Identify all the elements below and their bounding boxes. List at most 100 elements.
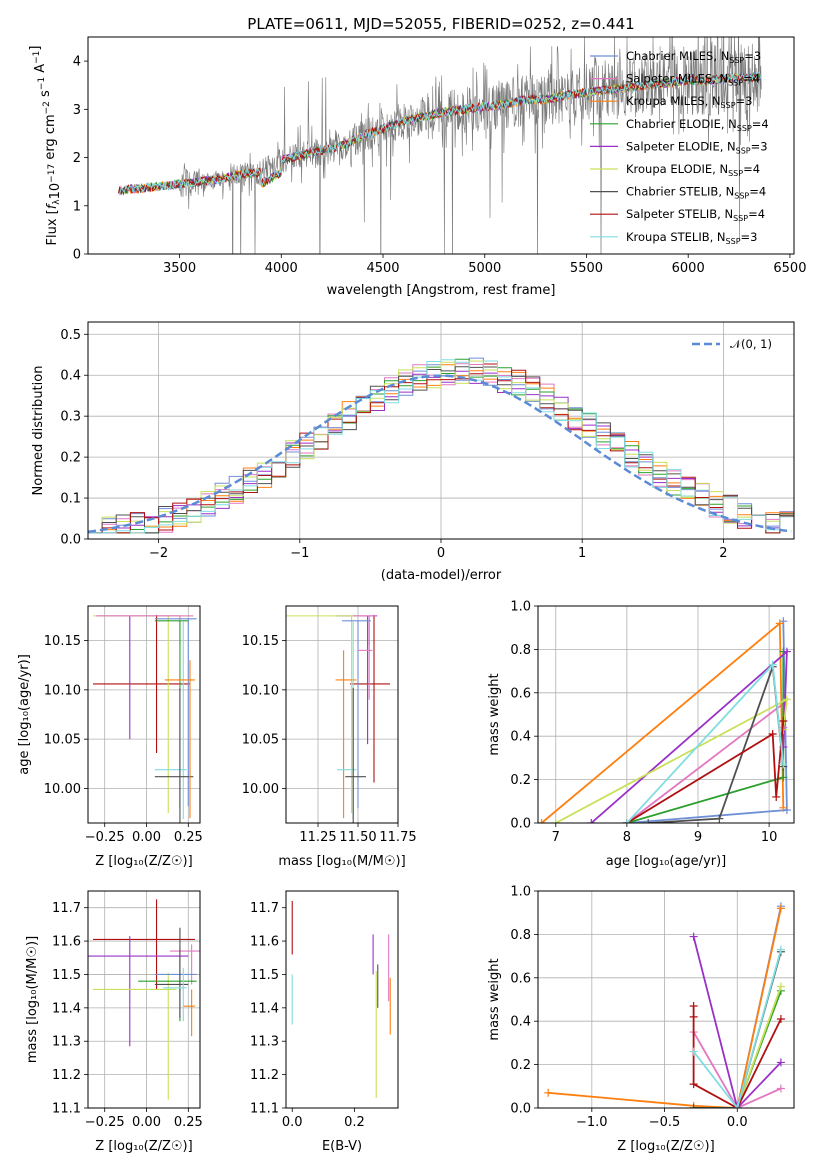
weight-vs-age-xtick-label: 8: [623, 830, 631, 845]
weight-marker: [644, 819, 653, 823]
errorbar-point: [286, 615, 360, 814]
residuals-xtick-label: 1: [578, 546, 586, 561]
weight-vs-Z-xtick-label: 0.0: [727, 1115, 748, 1130]
mass-vs-Z-axes: −0.25 0.00 0.25 11.1 11.2 11.3 11.4 11.5 11.6 11.…: [25, 890, 203, 1154]
mass-vs-EBV-ytick-label: 11.1: [250, 1102, 279, 1117]
weight-marker: [689, 1002, 698, 1011]
weight-vs-age-xtick-label: 9: [694, 830, 702, 845]
age-vs-Z-ytick-label: 10.10: [44, 683, 81, 698]
legend-entry-label: Kroupa ELODIE, NSSP=4: [626, 162, 760, 178]
mass-vs-EBV-ytick-label: 11.7: [250, 901, 279, 916]
age-vs-mass-xtick-label: 11.75: [379, 830, 416, 845]
mass-vs-EBV-xtick-label: 0.0: [282, 1115, 303, 1130]
mass-vs-Z-ytick-label: 11.2: [52, 1068, 81, 1083]
mass-vs-Z-ytick-label: 11.1: [52, 1102, 81, 1117]
mass-vs-EBV-xlabel: E(B-V): [322, 1139, 362, 1154]
mass-vs-EBV-axes: 0.0 0.2 11.1 11.2 11.3 11.4 11.5 11.6 11.7 E(B-V): [250, 890, 399, 1154]
residuals-legend: 𝒩(0, 1): [692, 337, 772, 351]
age-vs-mass-ytick-label: 10.15: [242, 634, 279, 649]
age-vs-mass-ytick-label: 10.10: [242, 683, 279, 698]
legend-entry-label: Salpeter MILES, NSSP=4: [626, 72, 760, 88]
errorbar-point: [358, 620, 373, 700]
weight-vs-Z-xtick-label: −1.0: [576, 1115, 608, 1130]
weight-series-line: [626, 720, 785, 823]
weight-vs-Z-ytick-label: 0.8: [510, 928, 531, 943]
mass-vs-Z-plot-area: [88, 899, 200, 1100]
age-vs-mass-frame: [285, 605, 399, 824]
residual-histogram: [88, 363, 794, 534]
residuals-ytick-label: 0.2: [60, 451, 81, 466]
weight-vs-age-xtick-label: 7: [552, 830, 560, 845]
weight-series-line: [692, 949, 782, 1108]
weight-vs-age-frame: [537, 605, 795, 824]
weight-marker: [768, 660, 777, 669]
residuals-ytick-label: 0.4: [60, 369, 81, 384]
spectrum-ylabel: Flux [fλ10−17 erg cm−2 s−1 A−1]: [28, 46, 63, 246]
mass-vs-EBV-ytick-label: 11.5: [250, 968, 279, 983]
weight-marker: [733, 1104, 742, 1108]
legend-entry-label: Salpeter ELODIE, NSSP=3: [626, 139, 768, 155]
age-vs-Z-xlabel: Z [log₁₀(Z/Z☉)]: [95, 854, 192, 869]
spectrum-xtick-label: 4000: [265, 261, 298, 276]
weight-vs-age-ytick-label: 0.2: [510, 773, 531, 788]
residuals-ytick-label: 0.3: [60, 410, 81, 425]
legend-entry-label: Chabrier STELIB, NSSP=4: [626, 185, 766, 201]
errorbar-point: [154, 687, 194, 823]
residuals-axes: −2 −1 0 1 2 0.0 0.1 0.2 0.3 0.4 0.5 (data-model)/er…: [31, 321, 795, 583]
residual-histogram: [88, 358, 794, 534]
mass-vs-Z-ytick-label: 11.7: [52, 901, 81, 916]
age-vs-Z-axes: −0.25 0.00 0.25 10.00 10.05 10.10 10.15 Z [log₁…: [17, 605, 203, 869]
errorbar-point: [350, 614, 390, 783]
errorbar-point: [154, 621, 187, 820]
spectrum-xtick-label: 5000: [468, 261, 501, 276]
legend-entry-label: Kroupa STELIB, NSSP=3: [626, 230, 757, 246]
weight-vs-Z-plot-area: [544, 902, 785, 1108]
weight-marker: [768, 730, 777, 739]
weight-vs-Z-ytick-label: 0.4: [510, 1015, 531, 1030]
weight-vs-age-xtick-label: 10: [761, 830, 778, 845]
weight-series: [622, 660, 788, 823]
weight-vs-age-ytick-label: 0.4: [510, 730, 531, 745]
weight-marker: [776, 945, 785, 954]
weight-series-line: [692, 1031, 782, 1108]
age-vs-mass-ytick-label: 10.00: [242, 782, 279, 797]
mass-vs-Z-xtick-label: −0.25: [85, 1115, 125, 1130]
spectrum-ytick-label: 2: [73, 151, 81, 166]
spectrum-ytick-label: 0: [73, 248, 81, 263]
weight-series-line: [693, 990, 782, 1108]
residuals-ytick-label: 0.0: [60, 533, 81, 548]
spectrum-model-line: [118, 71, 762, 196]
errorbar-point: [163, 967, 187, 1022]
weight-vs-age-ytick-label: 1.0: [510, 600, 531, 615]
weight-vs-age-axes: 7 8 9 10 0.0 0.2 0.4 0.6 0.8 1.0 age [log₁₀(age/yr…: [487, 600, 795, 869]
weight-vs-Z-axes: −1.0 −0.5 0.0 0.0 0.2 0.4 0.6 0.8 1.0 Z [log₁₀(Z/…: [487, 885, 795, 1154]
spectrum-xtick-label: 6500: [773, 261, 806, 276]
weight-marker: [775, 619, 784, 628]
residuals-xtick-label: −2: [149, 546, 168, 561]
mass-vs-Z-xtick-label: 0.00: [132, 1115, 161, 1130]
weight-marker: [622, 819, 631, 823]
residuals-ytick-label: 0.1: [60, 492, 81, 507]
residuals-plot-area: [88, 357, 794, 534]
spectrum-xtick-label: 5500: [570, 261, 603, 276]
weight-vs-Z-frame: [537, 890, 795, 1109]
weight-marker: [779, 717, 788, 726]
spectrum-legend: Chabrier MILES, NSSP=3 Salpeter MILES, NS…: [590, 49, 769, 246]
age-vs-Z-frame: [87, 605, 201, 824]
spectrum-xtick-label: 3500: [163, 261, 196, 276]
weight-vs-age-ylabel: mass weight: [487, 673, 502, 755]
weight-marker: [776, 904, 785, 913]
weight-marker: [689, 1080, 698, 1089]
weight-marker: [779, 760, 788, 769]
mass-vs-Z-ytick-label: 11.3: [52, 1035, 81, 1050]
weight-marker: [776, 1084, 785, 1093]
errorbar-point: [93, 614, 190, 753]
mass-vs-EBV-plot-area: [291, 901, 391, 1098]
weight-vs-Z-ytick-label: 1.0: [510, 885, 531, 900]
legend-entry-label: Chabrier ELODIE, NSSP=4: [626, 117, 769, 133]
weight-vs-age-ytick-label: 0.6: [510, 686, 531, 701]
spectrum-model-line: [118, 71, 762, 195]
residuals-xtick-label: 0: [437, 546, 445, 561]
weight-vs-age-plot-area: [538, 617, 791, 823]
